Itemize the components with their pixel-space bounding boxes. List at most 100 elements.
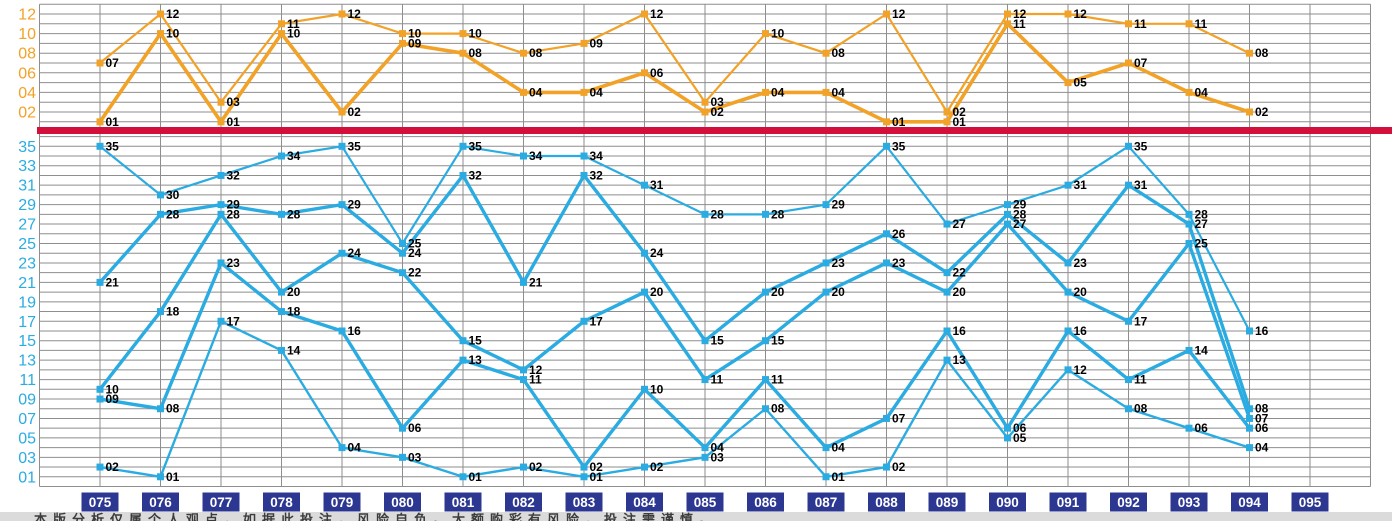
svg-text:20: 20 (832, 285, 846, 299)
svg-text:03: 03 (18, 450, 36, 467)
svg-text:21: 21 (18, 275, 36, 292)
svg-text:087: 087 (815, 495, 838, 510)
svg-text:11: 11 (529, 373, 542, 387)
svg-text:03: 03 (711, 450, 725, 464)
svg-text:02: 02 (106, 460, 120, 474)
svg-text:28: 28 (711, 207, 725, 221)
svg-text:31: 31 (650, 178, 664, 192)
svg-text:07: 07 (106, 56, 120, 70)
svg-text:088: 088 (875, 495, 898, 510)
svg-text:23: 23 (892, 256, 906, 270)
svg-text:11: 11 (19, 372, 36, 389)
svg-text:02: 02 (529, 460, 543, 474)
svg-text:08: 08 (18, 46, 36, 63)
svg-text:18: 18 (287, 305, 301, 319)
svg-text:01: 01 (18, 469, 36, 486)
svg-text:21: 21 (529, 275, 543, 289)
svg-text:35: 35 (348, 139, 362, 153)
svg-text:085: 085 (694, 495, 717, 510)
svg-text:12: 12 (166, 7, 180, 21)
svg-text:35: 35 (892, 139, 906, 153)
svg-text:02: 02 (1255, 105, 1269, 119)
svg-text:04: 04 (1195, 85, 1209, 99)
svg-text:24: 24 (408, 246, 422, 260)
svg-text:02: 02 (18, 105, 36, 122)
svg-text:076: 076 (149, 495, 172, 510)
svg-text:08: 08 (1255, 46, 1269, 60)
svg-text:15: 15 (771, 334, 785, 348)
svg-text:082: 082 (512, 495, 535, 510)
disclaimer-text: 本版分析仅属个人观点，如据此投注，风险自负。大额购彩有风险，投注需谨慎。 (0, 512, 1392, 521)
svg-text:35: 35 (1134, 139, 1148, 153)
front-zone-series-markers (96, 142, 1253, 481)
svg-text:075: 075 (89, 495, 112, 510)
svg-text:28: 28 (1013, 207, 1027, 221)
svg-text:14: 14 (1195, 343, 1209, 357)
svg-text:08: 08 (529, 46, 543, 60)
svg-text:02: 02 (650, 460, 664, 474)
svg-text:04: 04 (832, 441, 846, 455)
svg-text:078: 078 (270, 495, 293, 510)
svg-text:17: 17 (1134, 314, 1148, 328)
svg-text:093: 093 (1178, 495, 1201, 510)
svg-text:34: 34 (590, 149, 604, 163)
svg-text:31: 31 (1134, 178, 1148, 192)
svg-text:03: 03 (408, 450, 422, 464)
svg-text:34: 34 (287, 149, 301, 163)
svg-text:10: 10 (408, 27, 422, 41)
svg-text:090: 090 (996, 495, 1019, 510)
svg-text:05: 05 (1074, 76, 1088, 90)
svg-text:25: 25 (1195, 237, 1209, 251)
svg-text:16: 16 (953, 324, 967, 338)
svg-text:01: 01 (892, 115, 906, 129)
svg-text:10: 10 (650, 382, 664, 396)
svg-text:01: 01 (166, 470, 180, 484)
svg-text:29: 29 (18, 197, 36, 214)
svg-text:24: 24 (348, 246, 362, 260)
svg-text:11: 11 (1195, 17, 1208, 31)
svg-text:26: 26 (892, 227, 906, 241)
svg-text:28: 28 (166, 207, 180, 221)
svg-text:35: 35 (106, 139, 120, 153)
svg-text:12: 12 (1074, 7, 1088, 21)
grid (39, 3, 1371, 487)
svg-text:077: 077 (210, 495, 233, 510)
svg-text:12: 12 (348, 7, 362, 21)
svg-text:18: 18 (166, 305, 180, 319)
svg-text:10: 10 (18, 26, 36, 43)
svg-text:29: 29 (832, 198, 846, 212)
svg-text:081: 081 (452, 495, 475, 510)
svg-text:16: 16 (1255, 324, 1269, 338)
svg-text:06: 06 (1013, 421, 1027, 435)
svg-text:02: 02 (348, 105, 362, 119)
svg-text:07: 07 (18, 411, 36, 428)
svg-text:12: 12 (529, 363, 543, 377)
svg-text:23: 23 (1074, 256, 1088, 270)
svg-text:06: 06 (18, 65, 36, 82)
svg-text:29: 29 (227, 198, 241, 212)
svg-text:09: 09 (106, 392, 120, 406)
svg-text:23: 23 (227, 256, 241, 270)
svg-text:20: 20 (287, 285, 301, 299)
svg-text:10: 10 (771, 27, 785, 41)
svg-text:02: 02 (953, 105, 967, 119)
svg-text:31: 31 (18, 178, 36, 195)
svg-text:25: 25 (408, 237, 422, 251)
svg-text:06: 06 (408, 421, 422, 435)
svg-text:05: 05 (18, 430, 36, 447)
svg-text:15: 15 (18, 333, 36, 350)
svg-text:03: 03 (711, 95, 725, 109)
svg-text:16: 16 (348, 324, 362, 338)
svg-text:35: 35 (18, 139, 36, 156)
svg-text:04: 04 (590, 85, 604, 99)
svg-text:06: 06 (1195, 421, 1209, 435)
svg-text:15: 15 (469, 334, 483, 348)
svg-text:29: 29 (348, 198, 362, 212)
svg-text:27: 27 (1195, 217, 1209, 231)
svg-text:12: 12 (892, 7, 906, 21)
svg-text:11: 11 (1134, 17, 1147, 31)
svg-text:28: 28 (287, 207, 301, 221)
